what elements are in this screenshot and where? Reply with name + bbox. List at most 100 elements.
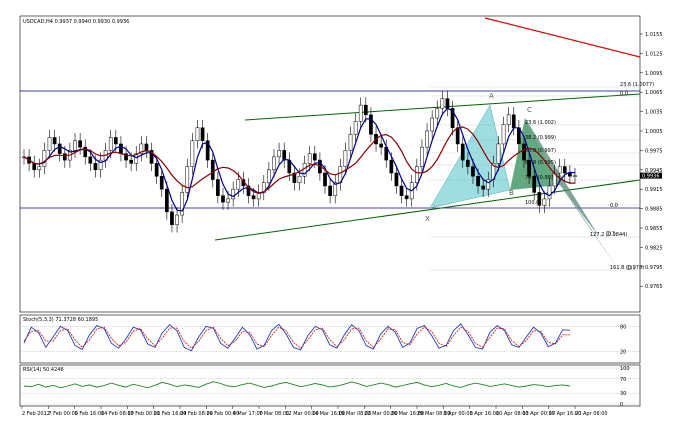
time-tick-label: 19 Mar 08:00 [338, 411, 371, 417]
current-price-label: 0.9936 [642, 173, 660, 179]
candle-body [175, 214, 179, 226]
candle-body [369, 114, 373, 135]
stoch-k-line [23, 323, 571, 352]
candle-body [455, 127, 460, 145]
price-tick-label: 0.9795 [645, 265, 663, 271]
candle-body [297, 176, 302, 183]
candle-body [307, 153, 312, 164]
price-tick-label: 0.9945 [645, 168, 663, 174]
time-tick-label: 20 Apr 08:00 [575, 411, 608, 417]
time-tick-label: 4 Mar 17:00 [233, 411, 263, 417]
candle-body [537, 192, 542, 206]
time-tick-label: 14 Mar 16:00 [312, 411, 345, 417]
candle-body [562, 166, 567, 174]
candle-body [42, 150, 47, 167]
stoch-d-line [23, 326, 570, 349]
time-tick-label: 7 Mar 08:00 [259, 411, 289, 417]
time-tick-label: 5 Apr 16:00 [470, 411, 499, 417]
price-tick-label: 0.9975 [645, 148, 663, 154]
price-tick-label: 1.0005 [645, 129, 663, 135]
candle-body [277, 150, 281, 158]
candle-body [445, 98, 450, 109]
candle-body [129, 159, 133, 164]
candle-body [476, 176, 480, 187]
candle-body [210, 159, 215, 180]
candle-body [532, 176, 537, 193]
pattern-point-label: C [527, 106, 532, 114]
harmonic-bcd-triangle [510, 118, 560, 190]
candle-body [527, 159, 531, 177]
candle-body [154, 163, 159, 177]
candle-body [542, 198, 547, 206]
rsi-header: RSI(14) 50.4246 [23, 367, 64, 373]
candle-body [124, 153, 128, 161]
candle-body [328, 185, 332, 196]
time-tick-label: 21 Feb 16:00 [154, 411, 187, 417]
time-tick-label: 17 Apr 16:00 [549, 411, 582, 417]
candle-body [496, 143, 501, 164]
candle-body [231, 188, 236, 200]
fib-level-label: 161.8 (0.978) [610, 265, 644, 271]
candle-body [52, 137, 57, 145]
candle-body [221, 195, 225, 203]
time-tick-label: 14 Feb 08:00 [101, 411, 134, 417]
candle-body [394, 172, 399, 187]
candle-body [190, 140, 195, 167]
current-price-box [640, 172, 662, 179]
price-tick-label: 0.9855 [645, 226, 663, 232]
time-tick-label: 26 Mar 16:00 [391, 411, 424, 417]
time-tick-label: 9 Feb 16:00 [75, 411, 105, 417]
candle-body [134, 153, 139, 164]
fib-level-label: 38.2 (0.999) [525, 135, 556, 141]
candle-body [333, 182, 338, 196]
stoch-panel [19, 314, 641, 364]
price-tick-label: 1.0035 [645, 110, 663, 116]
candle-body [511, 114, 516, 129]
candle-body [185, 166, 190, 193]
candle-body [568, 172, 572, 177]
pattern-point-label: B [509, 189, 514, 197]
candle-body [216, 179, 220, 196]
stoch-level-label: 80 [620, 324, 626, 330]
candle-body [195, 127, 200, 141]
pattern-point-label: A [489, 92, 494, 100]
candle-body [430, 117, 434, 132]
time-tick-label: 29 Mar 08:00 [417, 411, 450, 417]
candle-body [399, 185, 404, 196]
candle-body [323, 172, 327, 187]
candle-body [47, 137, 52, 151]
symbol-header: USDCAD,H4 0.9937 0.9940 0.9930 0.9936 [23, 19, 129, 25]
time-tick-label: 24 Feb 08:00 [180, 411, 213, 417]
candle-body [282, 150, 287, 161]
candle-body [486, 179, 491, 190]
candle-body [144, 143, 149, 151]
candle-body [501, 124, 506, 145]
candle-body [32, 163, 37, 171]
rsi-line [23, 381, 571, 389]
candle-body [37, 166, 42, 171]
fib-level-label: 76.4 (0.993) [525, 175, 556, 181]
fib-level-label: 127.2 (0.9844) [590, 232, 627, 238]
candle-body [98, 159, 103, 171]
candle-body [73, 140, 77, 151]
candle-body [363, 104, 368, 116]
candle-body [119, 143, 123, 154]
candle-body [379, 143, 383, 148]
stoch-header: Stoch(5,3,3) 71.3728 60.1895 [23, 317, 98, 323]
candle-body [435, 108, 440, 119]
time-tick-label: 17 Feb 00:00 [127, 411, 160, 417]
candle-body [236, 179, 241, 190]
time-tick-label: 3 Apr 00:00 [443, 411, 472, 417]
candle-body [547, 185, 552, 200]
candle-body [139, 143, 144, 154]
time-tick-label: 12 Mar 00:00 [285, 411, 318, 417]
time-tick-label: 2 Feb 2012 [22, 411, 50, 417]
time-tick-label: 13 Apr 00:00 [522, 411, 555, 417]
fib-level-label: 50.0 (0.997) [525, 148, 556, 154]
candle-body [272, 156, 276, 171]
candle-body [404, 195, 409, 200]
time-tick-label: 22 Mar 00:00 [364, 411, 397, 417]
candle-body [292, 172, 297, 183]
